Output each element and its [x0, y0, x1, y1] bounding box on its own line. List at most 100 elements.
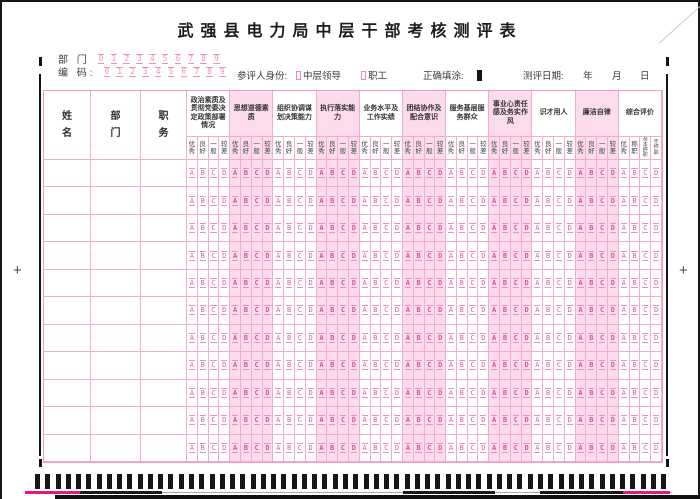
- position-cell[interactable]: [141, 214, 187, 243]
- bubble-C[interactable]: C: [253, 168, 260, 179]
- bubble-D[interactable]: D: [437, 305, 444, 316]
- bubble-B[interactable]: B: [631, 360, 638, 371]
- bubble-C[interactable]: C: [296, 387, 303, 398]
- bubble-cell-B[interactable]: B: [500, 160, 511, 188]
- bubble-cell-D[interactable]: D: [608, 297, 619, 325]
- bubble-B[interactable]: B: [285, 223, 293, 234]
- bubble-cell-A[interactable]: A: [575, 407, 587, 435]
- bubble-cell-A[interactable]: A: [402, 187, 414, 215]
- bubble-cell-A[interactable]: A: [273, 297, 285, 325]
- bubble-cell-C[interactable]: C: [510, 242, 522, 270]
- bubble-A[interactable]: A: [361, 415, 368, 426]
- bubble-cell-B[interactable]: B: [586, 407, 598, 435]
- position-cell[interactable]: [141, 297, 187, 325]
- bubble-cell-C[interactable]: C: [467, 297, 479, 325]
- bubble-cell-C[interactable]: C: [294, 407, 306, 435]
- bubble-A[interactable]: A: [361, 195, 368, 206]
- bubble-cell-D[interactable]: D: [262, 324, 274, 353]
- bubble-A[interactable]: A: [620, 223, 627, 234]
- bubble-A[interactable]: A: [620, 387, 627, 398]
- bubble-D[interactable]: D: [437, 442, 444, 453]
- bubble-C[interactable]: C: [469, 195, 476, 206]
- identity-option-leader[interactable]: 中层领导: [296, 69, 341, 84]
- bubble-cell-A[interactable]: A: [532, 187, 544, 215]
- bubble-cell-A[interactable]: A: [575, 160, 587, 188]
- bubble-cell-A[interactable]: A: [446, 324, 457, 353]
- bubble-A[interactable]: A: [361, 250, 368, 261]
- bubble-cell-D[interactable]: D: [219, 352, 231, 380]
- bubble-cell-B[interactable]: B: [284, 187, 295, 215]
- bubble-cell-D[interactable]: D: [521, 352, 533, 380]
- bubble-A[interactable]: A: [361, 168, 368, 179]
- bubble-cell-C[interactable]: C: [597, 269, 609, 298]
- bubble-D[interactable]: D: [307, 360, 314, 371]
- bubble-cell-C[interactable]: C: [381, 160, 393, 188]
- bubble-cell-A[interactable]: A: [273, 214, 285, 243]
- bubble-C[interactable]: C: [469, 442, 476, 453]
- bubble-B[interactable]: B: [372, 415, 379, 426]
- bubble-D[interactable]: D: [609, 332, 617, 343]
- bubble-D[interactable]: D: [393, 168, 401, 179]
- bubble-cell-A[interactable]: A: [230, 379, 241, 408]
- bubble-cell-D[interactable]: D: [435, 352, 447, 380]
- bubble-cell-A[interactable]: A: [489, 214, 501, 243]
- bubble-cell-C[interactable]: C: [467, 214, 479, 243]
- bubble-cell-C[interactable]: C: [251, 242, 263, 270]
- bubble-cell-D[interactable]: D: [651, 214, 662, 243]
- bubble-cell-D[interactable]: D: [305, 160, 317, 188]
- bubble-cell-C[interactable]: C: [381, 407, 393, 435]
- bubble-cell-B[interactable]: B: [370, 187, 382, 215]
- bubble-A[interactable]: A: [447, 278, 455, 289]
- bubble-A[interactable]: A: [534, 223, 541, 234]
- bubble-cell-D[interactable]: D: [348, 187, 360, 215]
- bubble-cell-A[interactable]: A: [273, 324, 285, 353]
- bubble-C[interactable]: C: [555, 415, 563, 426]
- bubble-cell-D[interactable]: D: [435, 160, 447, 188]
- identity-option-staff[interactable]: 职工: [361, 69, 387, 84]
- bubble-B[interactable]: B: [458, 223, 465, 234]
- bubble-C[interactable]: C: [469, 250, 476, 261]
- bubble-cell-D[interactable]: D: [305, 434, 317, 462]
- bubble-cell-A[interactable]: A: [230, 352, 241, 380]
- bubble-C[interactable]: C: [426, 387, 433, 398]
- bubble-cell-D[interactable]: D: [348, 379, 360, 408]
- bubble-cell-B[interactable]: B: [500, 379, 511, 408]
- bubble-cell-D[interactable]: D: [608, 187, 619, 215]
- bubble-A[interactable]: A: [577, 168, 584, 179]
- bubble-cell-A[interactable]: A: [359, 407, 371, 435]
- bubble-cell-D[interactable]: D: [219, 187, 231, 215]
- bubble-D[interactable]: D: [393, 278, 401, 289]
- bubble-cell-B[interactable]: B: [413, 324, 425, 353]
- bubble-cell-B[interactable]: B: [240, 352, 252, 380]
- digit-bubble-9[interactable]: 9: [213, 53, 220, 64]
- bubble-cell-A[interactable]: A: [273, 160, 285, 188]
- department-cell[interactable]: [91, 269, 141, 298]
- bubble-cell-B[interactable]: B: [370, 352, 382, 380]
- bubble-cell-B[interactable]: B: [240, 214, 252, 243]
- bubble-B[interactable]: B: [588, 305, 595, 316]
- bubble-cell-C[interactable]: C: [467, 242, 479, 270]
- bubble-D[interactable]: D: [566, 387, 573, 398]
- bubble-C[interactable]: C: [642, 278, 649, 289]
- bubble-cell-D[interactable]: D: [348, 407, 360, 435]
- bubble-A[interactable]: A: [620, 442, 627, 453]
- bubble-cell-C[interactable]: C: [208, 379, 220, 408]
- bubble-B[interactable]: B: [415, 360, 422, 371]
- bubble-B[interactable]: B: [631, 278, 638, 289]
- bubble-cell-A[interactable]: A: [187, 214, 198, 243]
- bubble-C[interactable]: C: [210, 278, 217, 289]
- bubble-cell-C[interactable]: C: [251, 352, 263, 380]
- bubble-A[interactable]: A: [361, 305, 368, 316]
- bubble-cell-C[interactable]: C: [640, 324, 652, 353]
- bubble-cell-D[interactable]: D: [608, 242, 619, 270]
- bubble-cell-B[interactable]: B: [586, 434, 598, 462]
- bubble-A[interactable]: A: [620, 250, 627, 261]
- bubble-C[interactable]: C: [426, 168, 433, 179]
- bubble-A[interactable]: A: [577, 442, 584, 453]
- bubble-D[interactable]: D: [609, 223, 617, 234]
- bubble-A[interactable]: A: [447, 305, 455, 316]
- bubble-cell-D[interactable]: D: [564, 214, 576, 243]
- bubble-C[interactable]: C: [642, 168, 649, 179]
- bubble-D[interactable]: D: [264, 360, 271, 371]
- bubble-cell-B[interactable]: B: [629, 434, 641, 462]
